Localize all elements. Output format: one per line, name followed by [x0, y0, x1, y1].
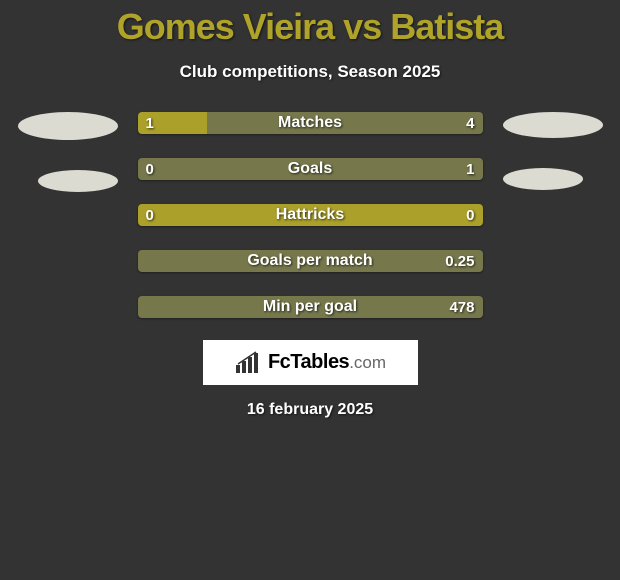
fctables-logo: FcTables.com: [203, 340, 418, 385]
comparison-subtitle: Club competitions, Season 2025: [0, 62, 620, 82]
stat-label: Hattricks: [138, 204, 483, 226]
player-ellipse: [503, 168, 583, 190]
stat-row: Hattricks0 0: [138, 204, 483, 226]
date-line: 16 february 2025: [0, 401, 620, 419]
player-ellipse: [38, 170, 118, 192]
comparison-title: Gomes Vieira vs Batista: [0, 0, 620, 48]
stat-label: Matches: [138, 112, 483, 134]
stat-value-left: 0: [138, 158, 162, 180]
stats-area: Matches14Goals01Hattricks00Goals per mat…: [0, 112, 620, 318]
stat-value-right: 0: [458, 204, 482, 226]
left-ellipse-column: [18, 112, 118, 192]
stat-value-left: [138, 296, 154, 318]
player-ellipse: [503, 112, 603, 138]
bars-icon: [234, 351, 262, 375]
right-ellipse-column: [503, 112, 603, 190]
stat-value-right: 0.25: [437, 250, 482, 272]
stat-row: Matches1 4: [138, 112, 483, 134]
stat-value-right: 4: [458, 112, 482, 134]
stat-value-right: 478: [441, 296, 482, 318]
logo-text-sub: .com: [349, 353, 386, 372]
stat-label: Goals per match: [138, 250, 483, 272]
stat-value-right: 1: [458, 158, 482, 180]
stat-row: Goals per match0.25: [138, 250, 483, 272]
stat-value-left: 1: [138, 112, 162, 134]
stat-label: Goals: [138, 158, 483, 180]
stat-label: Min per goal: [138, 296, 483, 318]
stat-row: Goals0 1: [138, 158, 483, 180]
stat-value-left: [138, 250, 154, 272]
logo-text-main: FcTables: [268, 351, 349, 373]
stat-value-left: 0: [138, 204, 162, 226]
stat-bars-column: Matches14Goals01Hattricks00Goals per mat…: [138, 112, 483, 318]
stat-row: Min per goal478: [138, 296, 483, 318]
player-ellipse: [18, 112, 118, 140]
